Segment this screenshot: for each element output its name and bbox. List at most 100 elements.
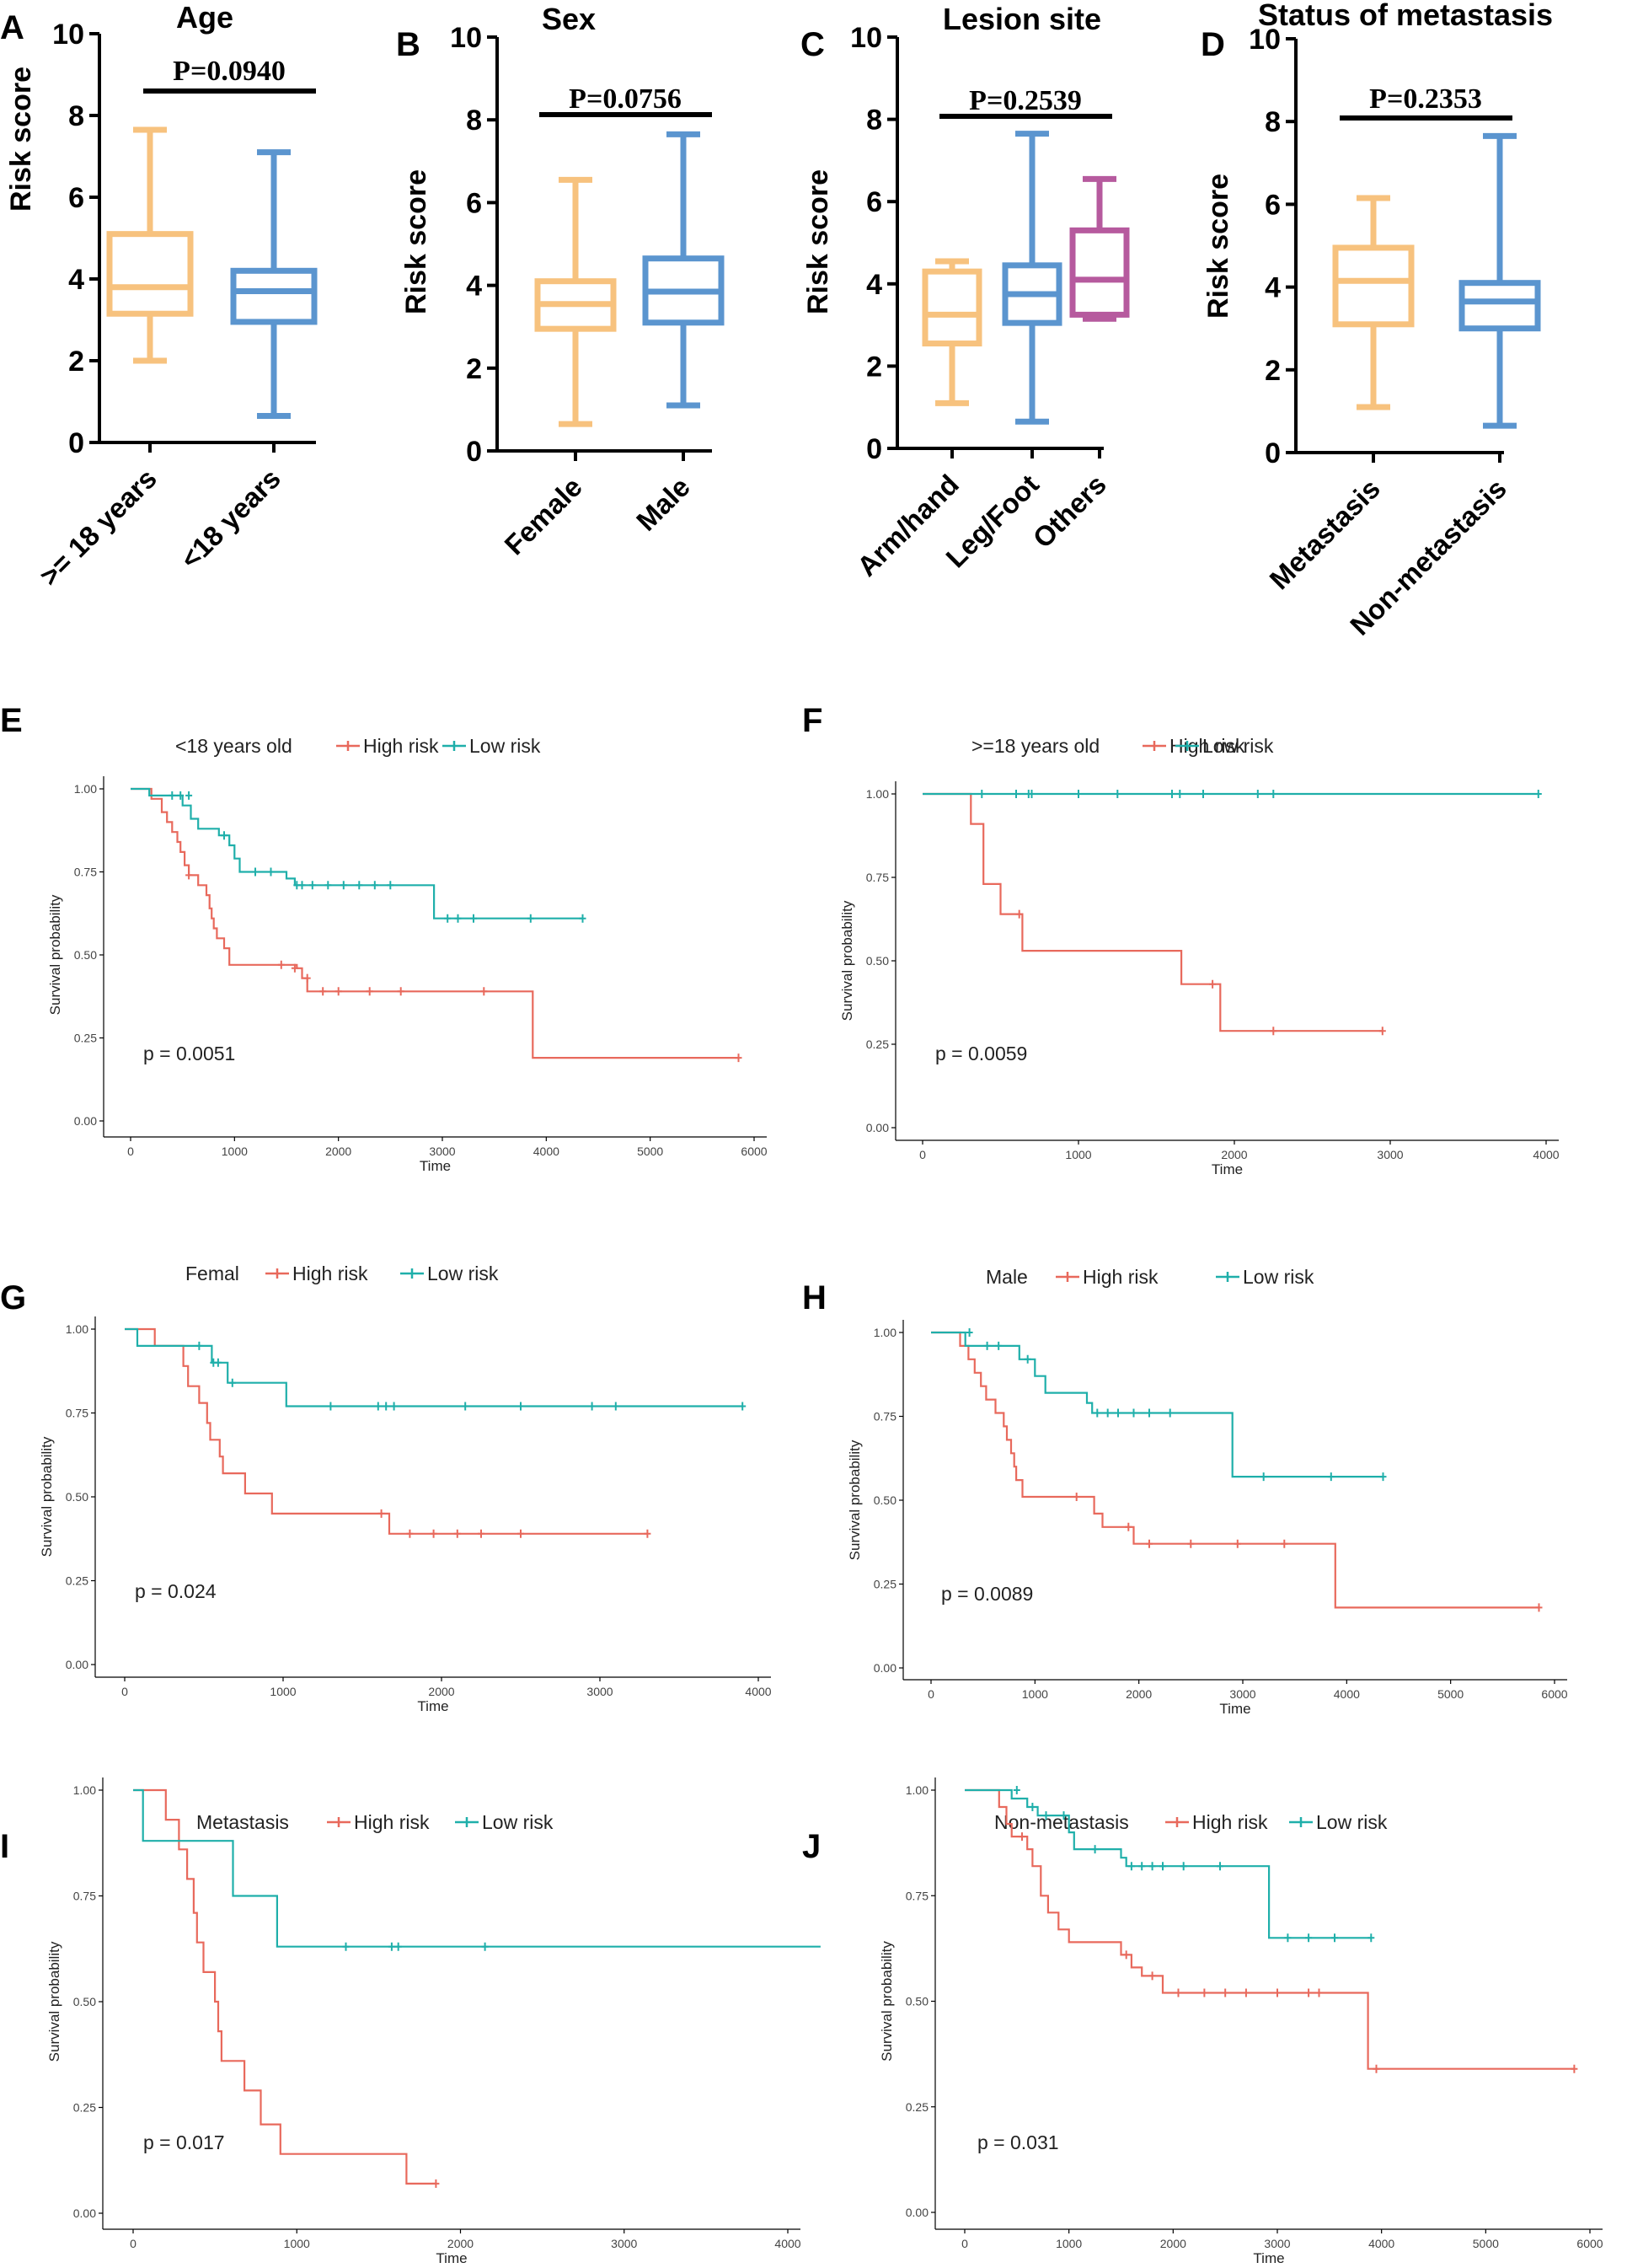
x-tick-label: 2000 — [325, 1145, 351, 1158]
censor-mark — [579, 914, 586, 923]
iqr-box — [230, 267, 318, 325]
censor-mark — [1270, 790, 1277, 798]
y-axis-label: Risk score — [400, 169, 432, 314]
legend-title: Femal — [185, 1263, 239, 1284]
boxplot-panel-C: C Lesion site Risk score 0 2 4 6 8 10 Arm/handLeg… — [800, 2, 1130, 582]
y-tick-label: 0.50 — [874, 1493, 896, 1507]
y-tick-label: 0 — [466, 436, 482, 468]
low-risk-series — [965, 1786, 1375, 1943]
x-axis-label: Time — [436, 2250, 467, 2266]
censor-mark — [1222, 1988, 1229, 1997]
censor-mark — [1104, 1408, 1111, 1418]
censor-mark — [397, 987, 404, 996]
x-tick-label: 4000 — [1533, 1148, 1559, 1161]
box-Female: Female — [498, 176, 617, 560]
legend-title: <18 years old — [175, 735, 292, 757]
censor-mark — [252, 867, 259, 877]
censor-mark — [340, 881, 347, 890]
high-risk-series — [931, 1331, 1543, 1612]
censor-mark — [334, 987, 342, 996]
y-tick-label: 0.00 — [866, 1121, 889, 1134]
censor-mark — [739, 1402, 747, 1411]
box-Leg/Foot: Leg/Foot — [939, 131, 1062, 573]
y-tick-label: 6 — [866, 186, 882, 218]
panel-label: G — [0, 1279, 26, 1316]
x-tick-label: 6000 — [1541, 1687, 1567, 1701]
x-tick-label: 0 — [961, 2237, 968, 2250]
censor-mark — [291, 963, 298, 973]
censor-mark — [1148, 1971, 1156, 1981]
y-tick-label: 0.75 — [874, 1410, 896, 1424]
boxplot-panel-A: A Age Risk score 0 2 4 6 8 10 >= 18 years <18 year… — [0, 0, 318, 592]
censor-mark — [1254, 790, 1261, 798]
y-axis-label: Survival probability — [839, 900, 855, 1021]
censor-mark — [432, 2179, 440, 2188]
y-tick-label: 10 — [1249, 24, 1281, 56]
y-tick-label: 2 — [68, 346, 84, 378]
x-tick-label: 4000 — [1368, 2237, 1394, 2250]
low-risk-series — [133, 1788, 821, 1951]
y-tick-label: 1.00 — [866, 787, 889, 801]
y-tick-label: 10 — [450, 22, 482, 54]
censor-mark — [185, 791, 193, 800]
censor-mark — [1378, 1027, 1386, 1036]
censor-mark — [277, 960, 285, 969]
censor-mark — [303, 973, 311, 983]
censor-mark — [366, 987, 373, 996]
panel-label: F — [802, 702, 822, 739]
legend: Femal High risk Low risk — [185, 1263, 499, 1284]
y-tick-label: 8 — [68, 100, 84, 132]
chart-title: Lesion site — [943, 2, 1101, 36]
panel-label: E — [0, 702, 23, 739]
legend-low-risk: Low risk — [1316, 1811, 1388, 1833]
x-tick-label: 2000 — [1126, 1687, 1152, 1701]
chart-title: Status of metastasis — [1258, 0, 1553, 32]
iqr-box — [1458, 280, 1541, 332]
legend-title: >=18 years old — [971, 735, 1100, 757]
censor-mark — [342, 1942, 350, 1951]
legend-high-risk: High risk — [354, 1811, 430, 1833]
x-tick-label: 6000 — [1576, 2237, 1603, 2250]
x-tick-label: 0 — [919, 1148, 926, 1161]
x-category-label: Metastasis — [1263, 473, 1385, 595]
censor-mark — [1209, 979, 1217, 989]
y-tick-label: 2 — [866, 351, 882, 383]
x-tick-label: 4000 — [533, 1145, 559, 1158]
x-tick-label: 4000 — [1334, 1687, 1360, 1701]
x-tick-label: 1000 — [1065, 1148, 1091, 1161]
censor-mark — [1029, 1803, 1036, 1811]
censor-mark — [387, 881, 394, 890]
survival-curve — [965, 1788, 1372, 1939]
legend-title: Non-metastasis — [994, 1811, 1129, 1833]
censor-mark — [185, 871, 193, 880]
survival-curve — [133, 1788, 436, 2185]
p-value: p = 0.0051 — [143, 1043, 235, 1064]
p-value: P=0.0756 — [569, 83, 682, 115]
x-tick-label: 0 — [121, 1685, 128, 1698]
survival-curve — [131, 787, 583, 920]
y-tick-label: 0 — [1265, 437, 1281, 469]
high-risk-series — [125, 1327, 651, 1538]
censor-mark — [644, 1529, 651, 1538]
censor-mark — [453, 1529, 461, 1538]
x-category-label: <18 years — [174, 463, 286, 575]
y-tick-label: 4 — [1265, 272, 1281, 304]
km-panel-G: G Femal High risk Low risk 0.00 0.25 0.50 0.75 1… — [0, 1263, 772, 1714]
y-tick-label: 6 — [1265, 189, 1281, 221]
km-panel-J: J Non-metastasis High risk Low risk 0.00 0.25… — [802, 1777, 1603, 2266]
survival-curve — [931, 1331, 1539, 1609]
chart-title: Sex — [542, 2, 596, 36]
y-tick-label: 0.25 — [906, 2100, 929, 2114]
x-tick-label: 6000 — [741, 1145, 767, 1158]
y-axis-label: Risk score — [5, 67, 37, 212]
y-axis-label: Survival probability — [47, 894, 63, 1015]
y-tick-label: 0.25 — [74, 1032, 97, 1045]
y-tick-label: 0.00 — [73, 2206, 96, 2220]
y-tick-label: 1.00 — [874, 1326, 896, 1339]
low-risk-series — [125, 1327, 747, 1411]
censor-mark — [1187, 1539, 1195, 1548]
censor-mark — [1305, 1988, 1313, 1997]
censor-mark — [1373, 2064, 1380, 2073]
legend-title: Male — [986, 1266, 1028, 1288]
